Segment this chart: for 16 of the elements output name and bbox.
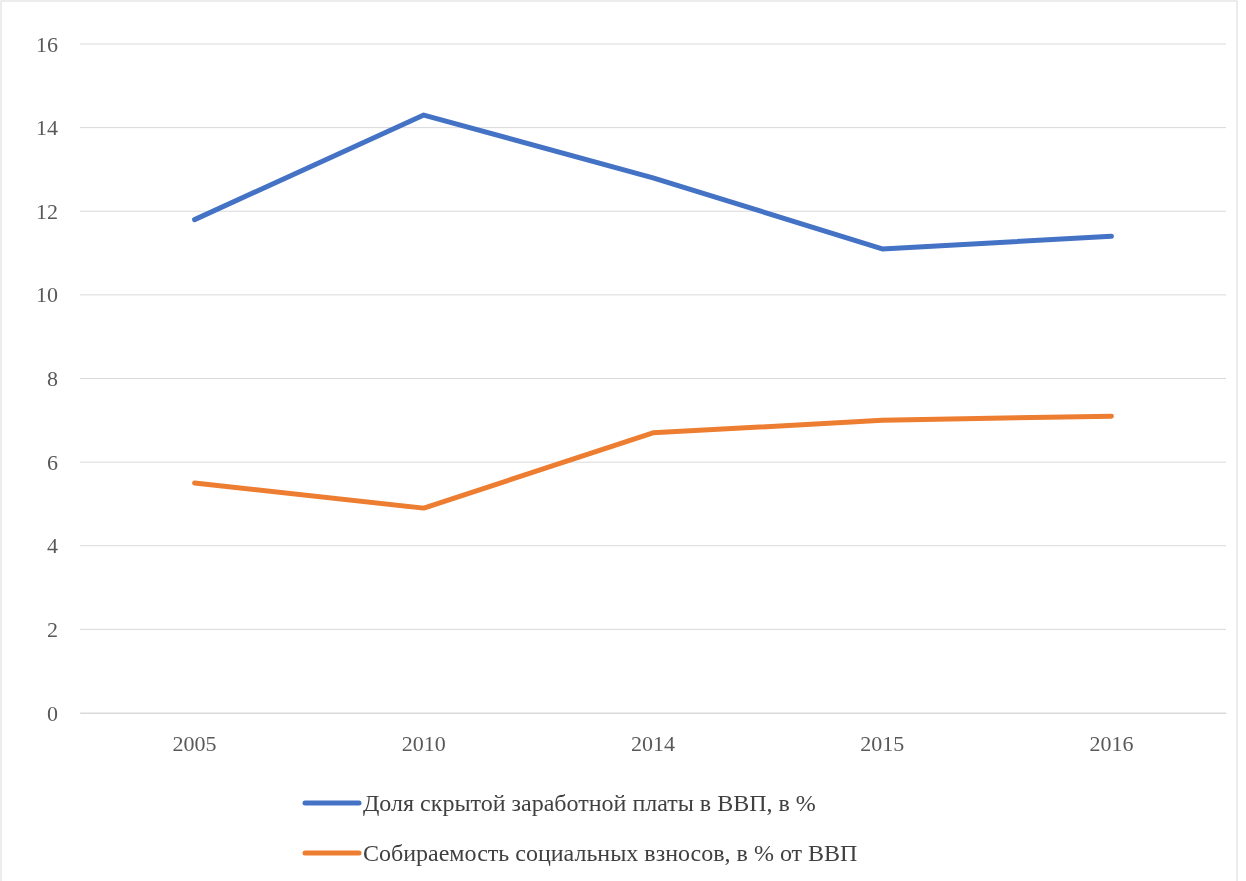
x-tick-label: 2005 [172,730,217,756]
y-tick-label: 6 [47,449,58,475]
x-tick-label: 2014 [631,730,675,756]
y-tick-label: 8 [47,366,58,392]
y-tick-label: 4 [47,533,58,559]
legend-label: Собираемость социальных взносов, в % от ВВП [363,840,858,867]
legend-label: Доля скрытой заработной платы в ВВП, в % [363,790,816,817]
y-tick-label: 0 [47,700,58,726]
x-tick-label: 2015 [860,730,905,756]
y-tick-label: 14 [36,115,58,141]
y-tick-label: 16 [36,31,58,57]
x-tick-label: 2016 [1089,730,1134,756]
y-tick-label: 12 [36,198,58,224]
y-tick-label: 10 [36,282,58,308]
x-tick-label: 2010 [401,730,446,756]
y-tick-label: 2 [47,616,58,642]
